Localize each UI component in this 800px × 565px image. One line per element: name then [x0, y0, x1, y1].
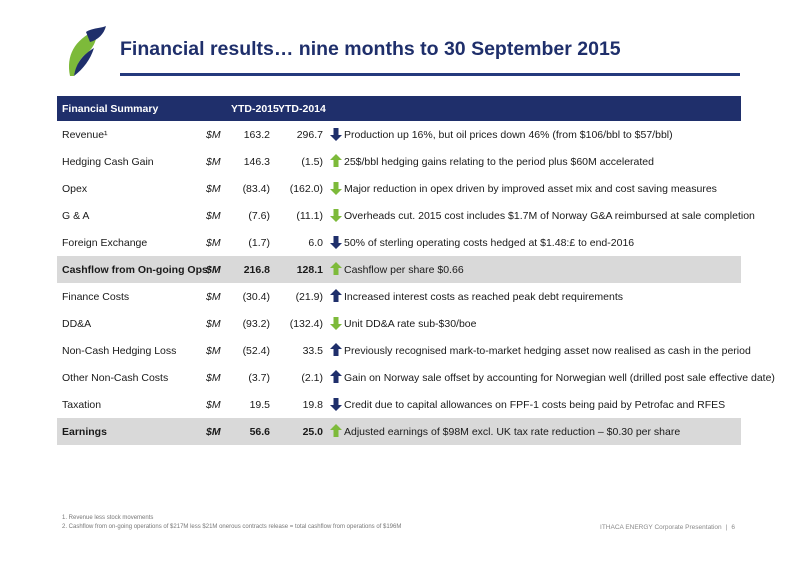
row-label: Revenue¹: [62, 129, 108, 141]
row-label: Other Non-Cash Costs: [62, 372, 169, 384]
row-ytd-2015: 19.5: [249, 399, 270, 411]
row-comment: Previously recognised mark-to-market hed…: [344, 345, 751, 357]
row-comment: 50% of sterling operating costs hedged a…: [344, 237, 635, 249]
table-row: Cashflow from On-going Ops² $M 216.8 128.1 C…: [57, 256, 741, 283]
row-label: DD&A: [62, 318, 92, 330]
arrow-up-icon: [330, 262, 342, 275]
row-label: Taxation: [62, 399, 102, 411]
arrow-down-icon: [330, 236, 342, 249]
row-ytd-2015: 146.3: [243, 156, 270, 168]
page-number: 6: [731, 524, 735, 531]
row-ytd-2015: (52.4): [242, 345, 270, 357]
row-ytd-2015: (83.4): [242, 183, 270, 195]
row-label: Non-Cash Hedging Loss: [62, 345, 177, 357]
row-label: Earnings: [62, 426, 107, 438]
row-unit: $M: [206, 345, 221, 357]
row-ytd-2014: 296.7: [296, 129, 323, 141]
table-row: Opex $M (83.4) (162.0) Major reduction in op…: [57, 175, 741, 202]
table-row: Other Non-Cash Costs $M (3.7) (2.1) Gain on …: [57, 364, 775, 391]
footer-separator: |: [725, 524, 728, 531]
row-ytd-2015: (3.7): [248, 372, 270, 384]
footnote-1: 1. Revenue less stock movements: [62, 515, 154, 521]
arrow-down-icon: [330, 209, 342, 222]
row-ytd-2014: (132.4): [289, 318, 323, 330]
row-unit: $M: [206, 210, 221, 222]
table-row: Non-Cash Hedging Loss $M (52.4) 33.5 Previou…: [57, 337, 751, 364]
row-unit: $M: [206, 237, 221, 249]
row-ytd-2015: (1.7): [248, 237, 270, 249]
row-ytd-2015: (93.2): [242, 318, 270, 330]
arrow-up-icon: [330, 289, 342, 302]
row-ytd-2014: 6.0: [308, 237, 323, 249]
row-comment: Adjusted earnings of $98M excl. UK tax r…: [344, 426, 681, 438]
row-unit: $M: [206, 426, 221, 438]
arrow-up-icon: [330, 424, 342, 437]
row-ytd-2014: 33.5: [302, 345, 323, 357]
row-unit: $M: [206, 183, 221, 195]
row-ytd-2014: (11.1): [296, 210, 323, 222]
table-row: DD&A $M (93.2) (132.4) Unit DD&A rate sub-$3…: [57, 310, 741, 337]
row-comment: Cashflow per share $0.66: [344, 264, 464, 276]
header-ytd-2015: YTD-2015: [231, 103, 279, 115]
footnotes: 1. Revenue less stock movements 2. Cashf…: [62, 514, 401, 532]
row-ytd-2014: (162.0): [289, 183, 323, 195]
row-label: G & A: [62, 210, 90, 222]
row-comment: Credit due to capital allowances on FPF-…: [344, 399, 726, 411]
row-ytd-2014: (1.5): [301, 156, 323, 168]
row-label: Finance Costs: [62, 291, 130, 303]
table-row: Hedging Cash Gain $M 146.3 (1.5) 25$/bbl hed…: [57, 148, 741, 175]
row-comment: Production up 16%, but oil prices down 4…: [344, 129, 673, 141]
row-comment: Unit DD&A rate sub-$30/boe: [344, 318, 477, 330]
row-ytd-2015: 56.6: [249, 426, 270, 438]
page-footer: ITHACA ENERGY Corporate Presentation | 6: [600, 524, 735, 531]
table-row: Revenue¹ $M 163.2 296.7 Production up 16%, b…: [57, 121, 741, 148]
table-row: Earnings $M 56.6 25.0 Adjusted earnings of $…: [57, 418, 741, 445]
table-row: G & A $M (7.6) (11.1) Overheads cut. 2015 co…: [57, 202, 755, 229]
row-unit: $M: [206, 156, 221, 168]
row-unit: $M: [206, 291, 221, 303]
row-unit: $M: [206, 129, 221, 141]
row-ytd-2015: 163.2: [243, 129, 270, 141]
financial-summary-table: Financial Summary YTD-2015 YTD-2014 Reve…: [57, 96, 775, 445]
row-ytd-2014: (2.1): [301, 372, 323, 384]
footnote-2: 2. Cashflow from on-going operations of …: [62, 524, 402, 530]
row-ytd-2014: (21.9): [295, 291, 323, 303]
row-label: Cashflow from On-going Ops²: [62, 264, 212, 276]
arrow-up-icon: [330, 343, 342, 356]
row-label: Opex: [62, 183, 88, 195]
arrow-down-icon: [330, 128, 342, 141]
row-comment: Increased interest costs as reached peak…: [344, 291, 623, 303]
arrow-up-icon: [330, 370, 342, 383]
row-label: Foreign Exchange: [62, 237, 148, 249]
row-label: Hedging Cash Gain: [62, 156, 154, 168]
row-comment: Overheads cut. 2015 cost includes $1.7M …: [344, 210, 755, 222]
row-ytd-2014: 128.1: [296, 264, 323, 276]
row-ytd-2014: 25.0: [302, 426, 323, 438]
row-comment: Gain on Norway sale offset by accounting…: [344, 372, 775, 384]
company-logo-icon: [69, 26, 106, 76]
title-divider: [120, 73, 740, 76]
row-unit: $M: [206, 318, 221, 330]
table-row: Foreign Exchange $M (1.7) 6.0 50% of sterlin…: [57, 229, 741, 256]
row-comment: Major reduction in opex driven by improv…: [344, 183, 717, 195]
row-unit: $M: [206, 399, 221, 411]
row-comment: 25$/bbl hedging gains relating to the pe…: [344, 156, 654, 168]
arrow-down-icon: [330, 317, 342, 330]
row-ytd-2015: 216.8: [243, 264, 270, 276]
arrow-down-icon: [330, 398, 342, 411]
row-ytd-2015: (7.6): [248, 210, 270, 222]
table-row: Finance Costs $M (30.4) (21.9) Increased int…: [57, 283, 741, 310]
header-ytd-2014: YTD-2014: [278, 103, 326, 115]
footer-company: ITHACA ENERGY Corporate Presentation: [600, 524, 722, 531]
arrow-down-icon: [330, 182, 342, 195]
row-unit: $M: [206, 372, 221, 384]
arrow-up-icon: [330, 154, 342, 167]
page-title: Financial results… nine months to 30 Sep…: [120, 38, 621, 60]
row-ytd-2014: 19.8: [302, 399, 323, 411]
header-financial-summary: Financial Summary: [62, 103, 159, 115]
table-row: Taxation $M 19.5 19.8 Credit due to capital …: [57, 391, 741, 418]
row-unit: $M: [206, 264, 221, 276]
table-header: Financial Summary YTD-2015 YTD-2014: [57, 96, 741, 121]
row-ytd-2015: (30.4): [242, 291, 270, 303]
